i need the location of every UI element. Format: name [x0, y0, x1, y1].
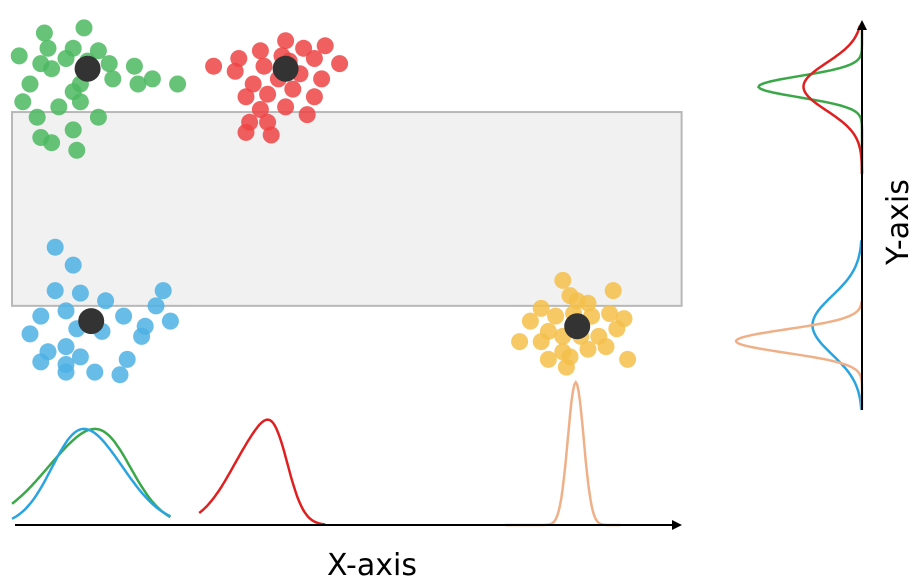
scatter-points: [10, 19, 637, 384]
orange-point-9: [601, 305, 619, 322]
red-point-21: [277, 98, 295, 116]
blue-point-21: [118, 350, 136, 368]
red-point-20: [251, 101, 269, 118]
blue-point-12: [147, 297, 165, 315]
orange-centroid: [564, 313, 591, 340]
green-centroid: [74, 55, 101, 82]
orange-y-density-curve: [734, 301, 864, 410]
green-point-9: [100, 55, 118, 73]
highlight-region: [11, 111, 683, 307]
blue-x-density-curve: [11, 427, 171, 520]
blue-point-3: [71, 284, 89, 302]
blue-point-6: [97, 292, 115, 310]
blue-centroid: [78, 308, 105, 335]
blue-point-18: [32, 353, 50, 371]
orange-x-density-curve: [505, 380, 621, 527]
blue-point-20: [86, 363, 104, 381]
red-point-22: [298, 106, 316, 124]
blue-point-4: [32, 307, 50, 325]
green-point-0: [35, 24, 53, 42]
green-x-density-curve: [11, 427, 172, 519]
red-point-19: [237, 88, 255, 106]
red-point-18: [305, 88, 323, 106]
orange-point-18: [532, 333, 550, 351]
red-point-26: [262, 126, 280, 144]
orange-point-20: [579, 340, 597, 358]
green-point-24: [64, 121, 82, 139]
red-point-4: [316, 37, 334, 55]
green-point-11: [21, 75, 39, 93]
red-point-17: [284, 80, 302, 98]
red-point-0: [277, 32, 295, 50]
green-point-26: [68, 141, 86, 159]
red-point-12: [244, 75, 262, 93]
blue-point-5: [57, 302, 75, 320]
green-point-20: [71, 93, 89, 111]
orange-point-11: [521, 312, 539, 330]
orange-point-24: [539, 350, 557, 368]
y-marginal-distributions: [734, 25, 864, 411]
red-point-9: [331, 55, 349, 73]
green-point-12: [43, 60, 61, 78]
blue-point-2: [46, 282, 64, 300]
orange-point-25: [557, 358, 575, 376]
red-point-15: [313, 70, 331, 88]
orange-point-16: [608, 320, 626, 338]
red-point-8: [305, 50, 323, 67]
green-point-27: [32, 129, 50, 146]
red-point-11: [226, 62, 244, 80]
blue-point-24: [57, 363, 75, 381]
red-point-1: [251, 42, 269, 60]
blue-point-19: [71, 348, 89, 366]
green-point-16: [143, 70, 161, 88]
green-point-21: [50, 98, 68, 116]
red-centroid: [272, 55, 299, 82]
red-x-density-curve: [198, 418, 326, 526]
red-y-density-curve: [802, 25, 864, 175]
orange-point-5: [532, 299, 550, 317]
blue-point-0: [46, 238, 64, 256]
red-point-3: [295, 39, 313, 57]
blue-point-13: [154, 282, 172, 300]
blue-point-14: [161, 312, 179, 330]
blue-point-22: [133, 327, 151, 345]
red-point-6: [255, 57, 273, 75]
orange-point-3: [579, 294, 597, 312]
green-point-22: [28, 108, 46, 126]
x-axis-title: X-axis: [327, 548, 417, 581]
orange-point-23: [619, 350, 637, 368]
green-point-10: [125, 57, 143, 75]
orange-point-0: [554, 271, 572, 289]
green-point-14: [104, 70, 122, 88]
orange-point-17: [511, 333, 529, 351]
cluster-centroids: [74, 55, 591, 340]
green-point-1: [75, 19, 93, 37]
red-point-5: [230, 50, 248, 67]
green-point-4: [89, 42, 107, 60]
orange-point-21: [597, 338, 615, 356]
blue-point-16: [57, 338, 75, 356]
green-point-23: [89, 108, 107, 126]
blue-point-23: [111, 366, 129, 384]
green-point-2: [39, 39, 57, 57]
blue-point-1: [64, 256, 82, 274]
green-point-18: [14, 93, 32, 111]
red-point-25: [237, 123, 255, 141]
orange-point-4: [604, 282, 622, 300]
green-point-15: [129, 75, 147, 93]
x-marginal-distributions: [11, 380, 621, 527]
green-point-5: [10, 47, 28, 65]
orange-point-6: [547, 307, 565, 325]
red-point-16: [259, 85, 277, 103]
blue-point-10: [115, 307, 133, 325]
blue-y-density-curve: [811, 240, 863, 411]
red-point-10: [205, 57, 223, 75]
green-point-7: [57, 50, 75, 67]
y-axis-title: Y-axis: [881, 179, 916, 266]
blue-point-7: [21, 325, 39, 343]
green-point-17: [169, 75, 187, 93]
